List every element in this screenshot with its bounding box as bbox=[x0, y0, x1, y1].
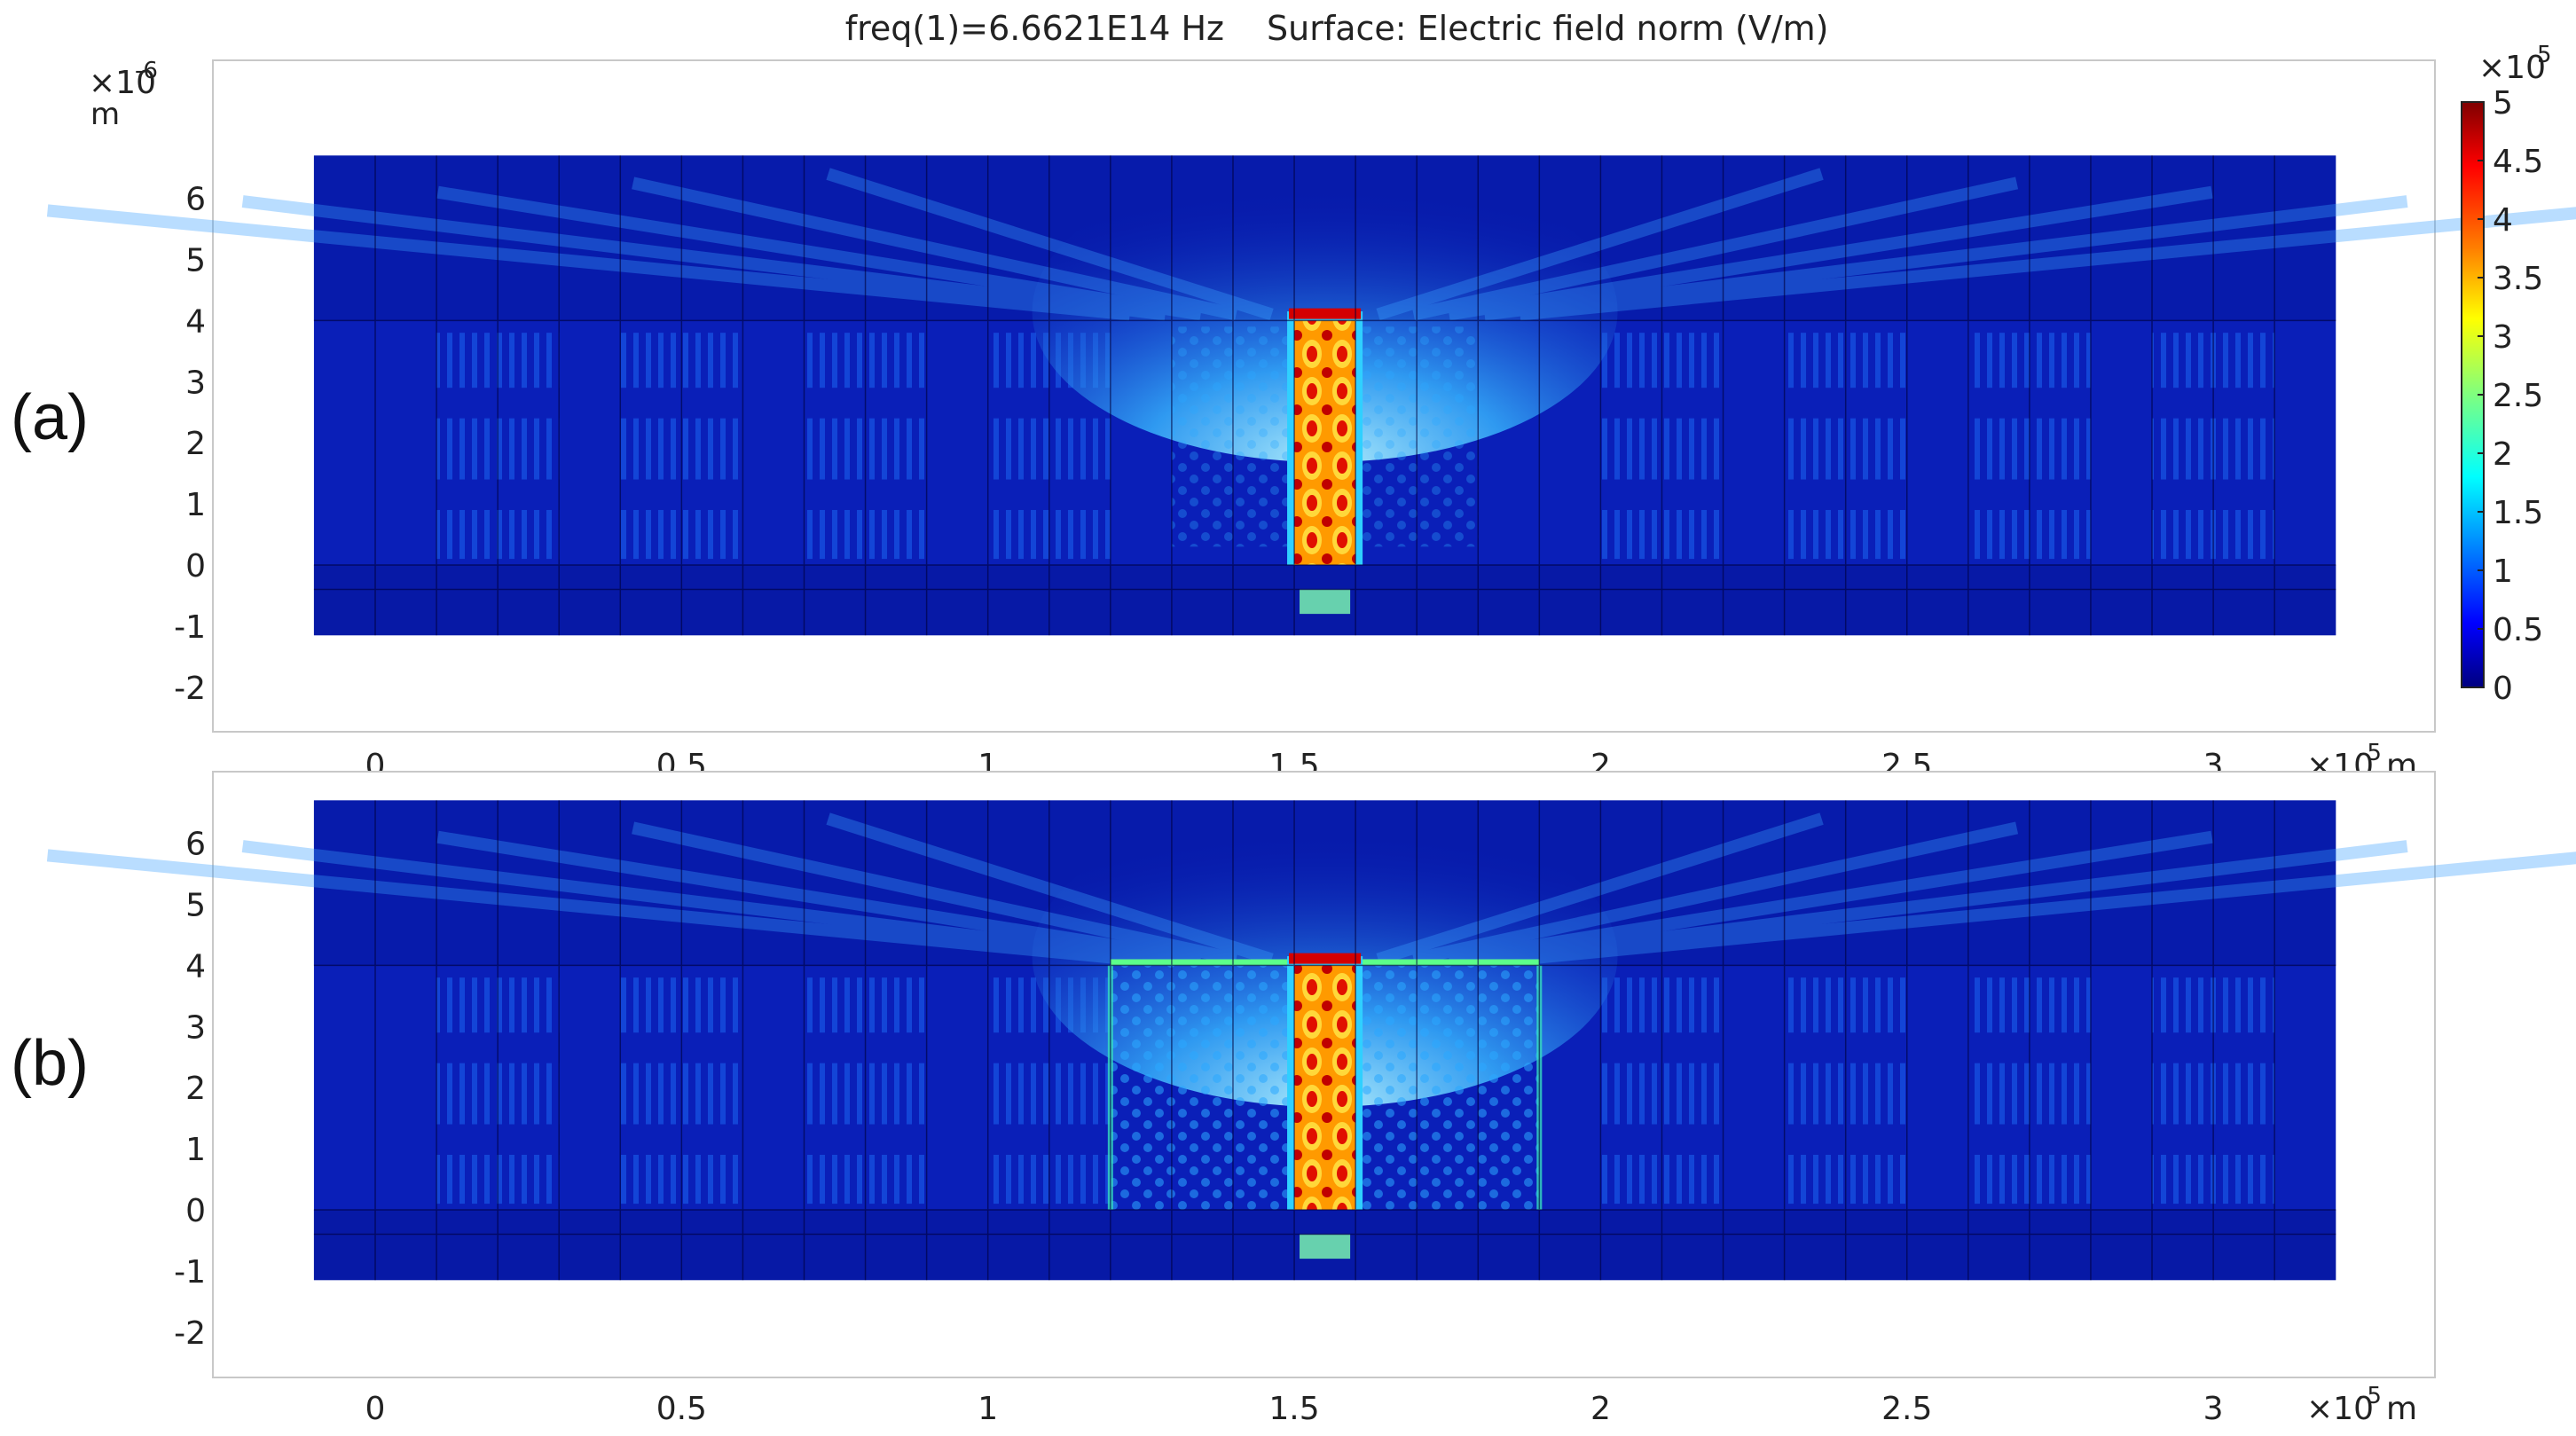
y-tick-label: 3 bbox=[185, 365, 206, 401]
colorbar-tick-label: 1.5 bbox=[2493, 495, 2543, 531]
y-tick-label: 6 bbox=[185, 827, 206, 863]
x-tick-label: 1.5 bbox=[1268, 1391, 1319, 1427]
x-tick-label: 1 bbox=[978, 1391, 998, 1427]
hot-column bbox=[1287, 308, 1363, 615]
colorbar-tick-label: 2 bbox=[2493, 436, 2513, 473]
colorbar-tick-label: 4.5 bbox=[2493, 144, 2543, 180]
x-ticks: 0 0.5 1 1.5 2 2.5 3 bbox=[365, 1391, 2224, 1427]
colorbar-ticks: 5 4.5 4 3.5 3 2.5 2 1.5 1 0.5 0 bbox=[2478, 85, 2543, 707]
y-tick-label: 3 bbox=[185, 1009, 206, 1046]
panel-label: (b) bbox=[11, 1028, 89, 1099]
x-tick-label: 3 bbox=[2203, 1391, 2224, 1427]
y-scale-exp: -6 bbox=[135, 58, 158, 84]
colorbar-scale-base: ×10 bbox=[2478, 50, 2546, 86]
figure-title-surface: Surface: Electric field norm (V/m) bbox=[1267, 9, 1828, 48]
y-tick-label: 0 bbox=[185, 1193, 206, 1229]
y-tick-label: -2 bbox=[174, 671, 206, 707]
y-tick-label: 0 bbox=[185, 548, 206, 585]
y-tick-label: 2 bbox=[185, 1071, 206, 1107]
y-tick-label: 2 bbox=[185, 426, 206, 462]
colorbar-tick-label: 0.5 bbox=[2493, 612, 2543, 648]
colorbar-tick-label: 3 bbox=[2493, 319, 2513, 356]
field-surface bbox=[46, 800, 2576, 1281]
x-scale-exp: -5 bbox=[2359, 740, 2382, 766]
y-tick-label: -2 bbox=[174, 1315, 206, 1352]
colorbar-tick-label: 0 bbox=[2493, 671, 2513, 707]
x-scale-exp: -5 bbox=[2359, 1383, 2382, 1409]
colorbar-tick-label: 1 bbox=[2493, 553, 2513, 590]
x-unit-label: m bbox=[2386, 1391, 2417, 1427]
colorbar-tick-label: 2.5 bbox=[2493, 378, 2543, 414]
y-ticks: 6 5 4 3 2 1 0 -1 -2 bbox=[174, 182, 206, 707]
y-scale-base: ×10 bbox=[89, 65, 156, 101]
panel-a: 6 5 4 3 2 1 0 -1 -2 0 0.5 1 1.5 2 2.5 3 ×10 -5 m (a) bbox=[11, 59, 2576, 784]
mesh-lines bbox=[313, 155, 2336, 636]
colorbar: ×10 5 5 4.5 4 3.5 3 2.5 2 1.5 1 0.5 0 bbox=[2461, 42, 2552, 707]
panel-label: (a) bbox=[11, 382, 89, 453]
mesh-lines bbox=[313, 800, 2336, 1281]
panel-b: 6 5 4 3 2 1 0 -1 -2 0 0.5 1 1.5 2 2.5 3 ×10-5 m (b) bbox=[11, 771, 2576, 1427]
figure-title-freq: freq(1)=6.6621E14 Hz bbox=[845, 9, 1224, 48]
y-tick-label: 1 bbox=[185, 487, 206, 523]
y-ticks: 6 5 4 3 2 1 0 -1 -2 bbox=[174, 827, 206, 1352]
y-tick-label: 4 bbox=[185, 303, 206, 340]
field-surface bbox=[46, 155, 2576, 636]
y-tick-label: 4 bbox=[185, 948, 206, 985]
x-tick-label: 2 bbox=[1590, 1391, 1611, 1427]
hot-column bbox=[1287, 953, 1363, 1259]
y-unit-label: m bbox=[90, 97, 120, 132]
radiation-rays bbox=[46, 812, 2576, 966]
colorbar-scale-exp: 5 bbox=[2537, 42, 2552, 68]
radiation-rays bbox=[46, 168, 2576, 321]
colorbar-tick-label: 3.5 bbox=[2493, 261, 2543, 297]
colorbar-tick-label: 5 bbox=[2493, 85, 2513, 122]
y-tick-label: 6 bbox=[185, 182, 206, 218]
x-tick-label: 0 bbox=[365, 1391, 386, 1427]
y-tick-label: 1 bbox=[185, 1132, 206, 1168]
x-scale-label: ×10 bbox=[2306, 1391, 2374, 1427]
x-tick-label: 2.5 bbox=[1881, 1391, 1932, 1427]
y-tick-label: 5 bbox=[185, 888, 206, 924]
y-tick-label: -1 bbox=[174, 1254, 206, 1291]
y-tick-label: 5 bbox=[185, 243, 206, 279]
colorbar-tick-label: 4 bbox=[2493, 202, 2513, 239]
y-tick-label: -1 bbox=[174, 609, 206, 646]
x-tick-label: 0.5 bbox=[656, 1391, 707, 1427]
